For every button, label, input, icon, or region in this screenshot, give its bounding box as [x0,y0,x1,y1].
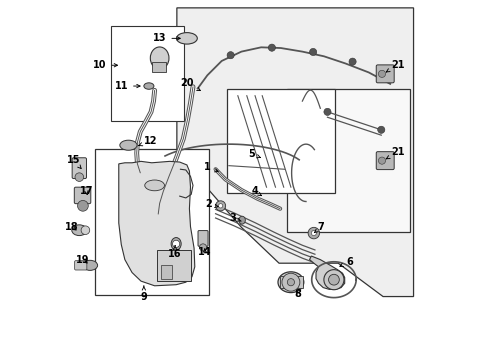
Circle shape [81,226,90,234]
Circle shape [282,273,300,291]
Ellipse shape [145,180,165,191]
Bar [287,89,410,232]
Bar [227,89,335,193]
Circle shape [378,126,385,134]
Circle shape [77,201,88,211]
Text: 15: 15 [67,155,81,168]
Circle shape [287,279,294,286]
Polygon shape [310,256,344,289]
Bar [95,149,209,296]
Bar [157,249,191,281]
Text: 6: 6 [340,257,353,267]
Text: 21: 21 [386,147,405,159]
Bar [280,276,303,288]
Circle shape [324,270,344,290]
Polygon shape [177,8,414,297]
Ellipse shape [278,272,304,293]
FancyBboxPatch shape [72,158,87,179]
Text: 9: 9 [141,286,147,302]
Circle shape [269,44,275,51]
FancyBboxPatch shape [74,261,87,270]
Text: 19: 19 [76,255,90,265]
Ellipse shape [120,140,137,150]
FancyBboxPatch shape [376,65,394,83]
Ellipse shape [144,83,154,89]
Bar [161,265,172,279]
Text: 3: 3 [229,213,241,222]
Text: 4: 4 [252,186,262,197]
Circle shape [172,240,180,247]
Ellipse shape [150,47,169,69]
Circle shape [378,70,386,77]
Circle shape [311,230,317,235]
Circle shape [219,204,223,208]
Ellipse shape [171,238,181,250]
Text: 14: 14 [198,247,212,257]
Ellipse shape [176,33,197,44]
Circle shape [308,227,319,239]
Bar [152,62,166,72]
Circle shape [75,173,84,181]
Text: 17: 17 [80,186,93,197]
Circle shape [216,201,225,211]
FancyBboxPatch shape [74,187,91,204]
Text: 7: 7 [315,222,324,233]
Ellipse shape [82,260,98,270]
Circle shape [324,108,331,116]
Text: 2: 2 [205,199,218,210]
Circle shape [227,51,234,59]
Bar [111,26,184,121]
Ellipse shape [72,225,87,235]
Circle shape [199,244,207,251]
FancyBboxPatch shape [198,230,208,246]
Circle shape [378,157,386,164]
Text: 21: 21 [386,59,405,72]
Text: 13: 13 [153,33,180,43]
Text: 11: 11 [115,81,140,91]
Text: 16: 16 [169,246,182,258]
Text: 1: 1 [204,162,218,172]
Text: 5: 5 [248,149,261,159]
Ellipse shape [239,216,245,224]
Text: 10: 10 [93,60,118,70]
Text: 18: 18 [65,222,79,232]
FancyBboxPatch shape [376,152,394,170]
Circle shape [349,58,356,65]
Text: 12: 12 [139,136,158,146]
Text: 8: 8 [294,289,301,299]
Polygon shape [119,161,195,286]
Circle shape [310,48,317,55]
Text: 20: 20 [180,78,200,91]
Circle shape [329,274,339,285]
